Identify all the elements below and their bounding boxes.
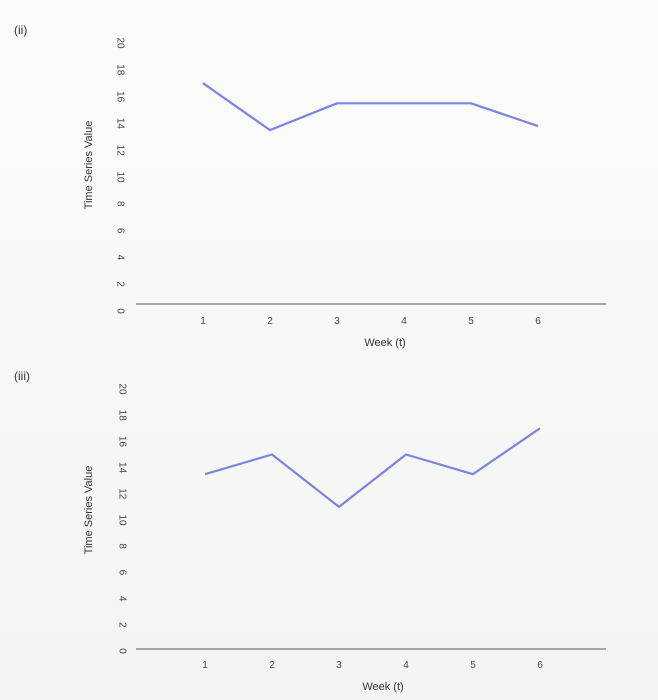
y-tick-label: 20 — [116, 383, 127, 395]
x-tick-label: 2 — [269, 660, 275, 671]
y-tick-label: 18 — [114, 64, 125, 76]
x-tick-label: 6 — [537, 660, 543, 671]
y-tick-label: 2 — [114, 281, 125, 287]
y-tick-label: 2 — [116, 622, 127, 628]
x-tick-label: 5 — [468, 316, 474, 327]
y-tick-label: 4 — [116, 596, 127, 602]
y-tick-label: 10 — [116, 514, 127, 526]
y-tick-label: 4 — [114, 255, 125, 261]
series-line — [202, 82, 539, 132]
y-tick-label: 0 — [116, 648, 127, 654]
y-tick-label: 12 — [114, 145, 125, 157]
x-axis-title: Week (t) — [364, 337, 405, 349]
y-tick-label: 12 — [116, 488, 127, 500]
x-tick-label: 2 — [267, 316, 273, 327]
y-tick-label: 10 — [114, 171, 125, 183]
y-tick-label: 16 — [114, 91, 125, 103]
y-tick-label: 20 — [114, 37, 125, 49]
x-tick-label: 6 — [535, 316, 541, 327]
y-tick-label: 6 — [114, 228, 125, 234]
y-tick-label: 14 — [116, 462, 127, 474]
x-tick-label: 1 — [200, 316, 206, 327]
x-tick-label: 4 — [403, 660, 409, 671]
y-axis-title: Time Series Value — [83, 466, 95, 555]
x-tick-label: 4 — [401, 316, 407, 327]
x-tick-label: 5 — [470, 660, 476, 671]
series-line — [204, 427, 541, 508]
y-tick-label: 6 — [116, 570, 127, 576]
y-tick-label: 16 — [116, 436, 127, 448]
y-tick-label: 14 — [114, 118, 125, 130]
y-tick-label: 8 — [114, 201, 125, 207]
x-tick-label: 1 — [202, 660, 208, 671]
y-tick-label: 18 — [116, 410, 127, 422]
x-tick-label: 3 — [336, 660, 342, 671]
y-tick-label: 0 — [114, 308, 125, 314]
panel-label: (ii) — [14, 23, 27, 37]
y-axis-title: Time Series Value — [83, 121, 95, 210]
x-axis-title: Week (t) — [362, 681, 403, 693]
x-tick-label: 3 — [334, 316, 340, 327]
y-tick-label: 8 — [116, 543, 127, 549]
panel-label: (iii) — [14, 369, 30, 383]
